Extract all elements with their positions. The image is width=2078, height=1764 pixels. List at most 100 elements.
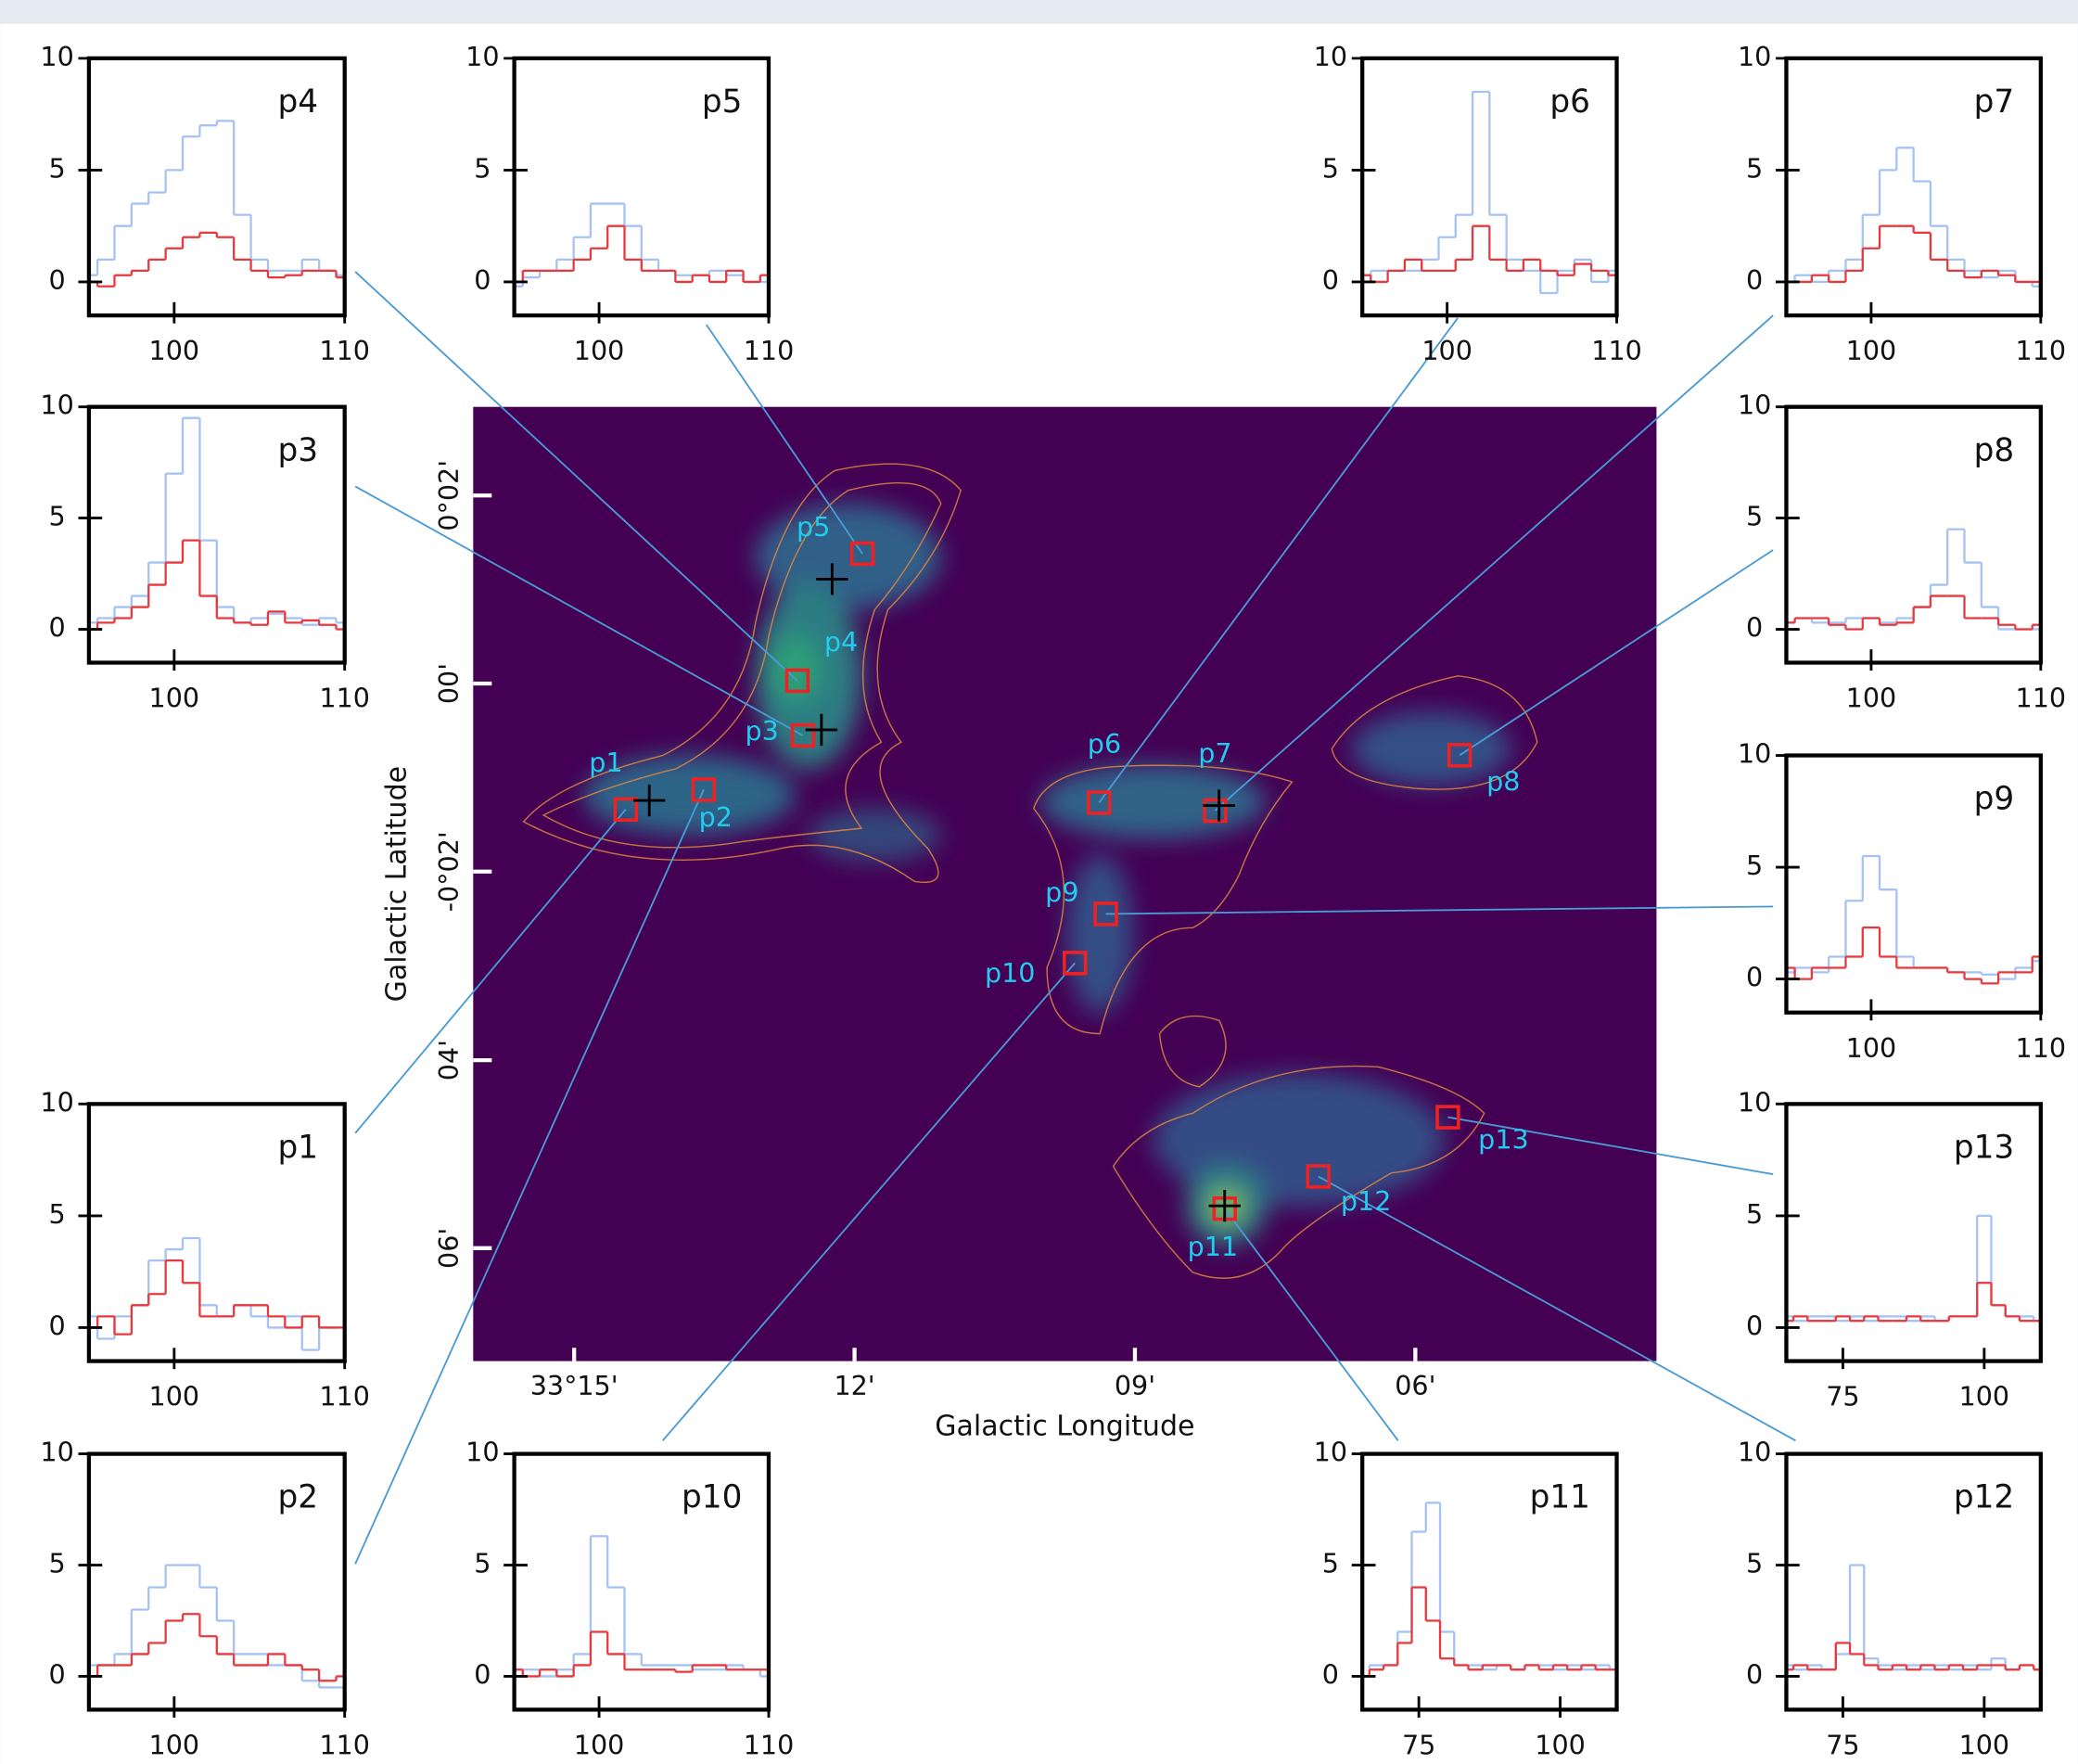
x-tick-label: 100 xyxy=(149,1729,200,1760)
marker-label: p7 xyxy=(1198,737,1231,769)
y-tick-label: 5 xyxy=(1746,1548,1763,1579)
x-tick-label: 110 xyxy=(1591,335,1642,366)
x-tick-label: 110 xyxy=(2016,1032,2067,1064)
panel-title: p11 xyxy=(1530,1479,1590,1516)
page: {"chart_data": [ {"type": "scatter", "xl… xyxy=(0,0,2078,1764)
y-tick-label: 0 xyxy=(1322,1658,1339,1690)
panel-title: p9 xyxy=(1974,781,2015,818)
panel-title: p5 xyxy=(702,83,743,121)
y-tick-label: 5 xyxy=(1746,501,1763,532)
x-tick-label: 12' xyxy=(834,1370,874,1401)
x-tick-label: 100 xyxy=(1959,1381,2010,1412)
x-tick-label: 75 xyxy=(1826,1729,1859,1760)
panel-title: p8 xyxy=(1974,432,2015,469)
x-tick-label: 100 xyxy=(1535,1729,1586,1760)
x-tick-label: 100 xyxy=(1846,335,1897,366)
y-tick-label: 5 xyxy=(1746,1198,1763,1230)
y-tick-label: 04' xyxy=(433,1040,465,1080)
marker-label: p13 xyxy=(1478,1123,1529,1155)
panel-title: p1 xyxy=(278,1129,319,1166)
y-tick-label: 10 xyxy=(465,1437,499,1468)
x-axis-label: Galactic Longitude xyxy=(935,1411,1194,1443)
y-tick-label: 0 xyxy=(1322,264,1339,296)
y-tick-label: 0 xyxy=(49,264,66,296)
x-tick-label: 06' xyxy=(1395,1370,1435,1401)
x-tick-label: 100 xyxy=(574,1729,625,1760)
x-tick-label: 100 xyxy=(149,683,200,714)
y-tick-label: 5 xyxy=(1746,850,1763,881)
x-tick-label: 110 xyxy=(319,335,370,366)
panel-title: p13 xyxy=(1954,1129,2014,1166)
y-tick-label: 10 xyxy=(1314,1437,1347,1468)
x-tick-label: 110 xyxy=(2016,335,2067,366)
y-tick-label: 10 xyxy=(1738,738,1771,770)
x-tick-label: 110 xyxy=(319,683,370,714)
x-tick-label: 100 xyxy=(1846,1032,1897,1064)
y-tick-label: 0 xyxy=(49,612,66,644)
x-tick-label: 100 xyxy=(1846,683,1897,714)
x-tick-label: 100 xyxy=(149,1381,200,1412)
y-tick-label: 5 xyxy=(1322,1548,1339,1579)
y-tick-label: 0 xyxy=(474,1658,491,1690)
y-tick-label: 5 xyxy=(1322,152,1339,184)
y-tick-label: 0 xyxy=(1746,962,1763,993)
marker-label: p3 xyxy=(745,715,778,747)
y-tick-label: 5 xyxy=(49,152,66,184)
y-tick-label: 10 xyxy=(40,1437,73,1468)
figure: 33°15' 12' 09' 06' 0°02' 00' -0°02' 04' 06' Galac… xyxy=(0,0,2078,1764)
y-tick-label: -0°02' xyxy=(433,831,465,912)
x-tick-label: 110 xyxy=(319,1381,370,1412)
marker-label: p9 xyxy=(1045,876,1078,908)
y-tick-label: 0°02' xyxy=(433,460,465,531)
y-tick-label: 5 xyxy=(49,1198,66,1230)
y-tick-label: 10 xyxy=(465,41,499,72)
x-tick-label: 100 xyxy=(1421,335,1472,366)
x-tick-label: 09' xyxy=(1115,1370,1155,1401)
marker-label: p4 xyxy=(824,626,858,658)
y-axis-label: Galactic Latitude xyxy=(380,766,413,1002)
y-tick-label: 5 xyxy=(474,152,491,184)
y-tick-label: 10 xyxy=(40,1086,73,1118)
marker-label: p8 xyxy=(1486,765,1520,797)
x-tick-label: 100 xyxy=(574,335,625,366)
x-tick-label: 33°15' xyxy=(530,1370,618,1401)
panel-title: p6 xyxy=(1549,83,1590,121)
marker-label: p10 xyxy=(985,957,1036,989)
panel-title: p4 xyxy=(278,83,319,121)
x-tick-label: 100 xyxy=(1959,1729,2010,1760)
y-tick-label: 5 xyxy=(49,501,66,532)
panel-title: p10 xyxy=(682,1479,742,1516)
y-tick-label: 0 xyxy=(1746,612,1763,644)
y-tick-label: 5 xyxy=(1746,152,1763,184)
y-tick-label: 5 xyxy=(474,1548,491,1579)
marker-label: p2 xyxy=(699,801,733,833)
y-tick-label: 0 xyxy=(1746,1658,1763,1690)
y-tick-label: 10 xyxy=(1738,41,1771,72)
panel-title: p12 xyxy=(1954,1479,2014,1516)
panel-title: p2 xyxy=(278,1479,319,1516)
marker-label: p6 xyxy=(1088,728,1121,760)
x-tick-label: 110 xyxy=(744,1729,795,1760)
marker-label: p12 xyxy=(1341,1185,1392,1217)
marker-label: p5 xyxy=(797,511,830,543)
y-tick-label: 0 xyxy=(1746,264,1763,296)
y-tick-label: 5 xyxy=(49,1548,66,1579)
y-tick-label: 10 xyxy=(40,41,73,72)
x-tick-label: 75 xyxy=(1826,1381,1859,1412)
panel-title: p3 xyxy=(278,432,319,469)
marker-label: p1 xyxy=(589,747,622,778)
x-tick-label: 100 xyxy=(149,335,200,366)
y-tick-label: 10 xyxy=(1314,41,1347,72)
x-tick-label: 75 xyxy=(1402,1729,1435,1760)
y-tick-label: 00' xyxy=(433,663,465,704)
marker-label: p11 xyxy=(1188,1231,1239,1262)
x-tick-label: 110 xyxy=(319,1729,370,1760)
y-tick-label: 0 xyxy=(474,264,491,296)
y-tick-label: 0 xyxy=(1746,1310,1763,1341)
y-tick-label: 10 xyxy=(1738,1437,1771,1468)
y-tick-label: 10 xyxy=(40,390,73,421)
y-tick-label: 0 xyxy=(49,1658,66,1690)
y-tick-label: 06' xyxy=(433,1228,465,1269)
x-tick-label: 110 xyxy=(2016,683,2067,714)
x-tick-label: 110 xyxy=(744,335,795,366)
